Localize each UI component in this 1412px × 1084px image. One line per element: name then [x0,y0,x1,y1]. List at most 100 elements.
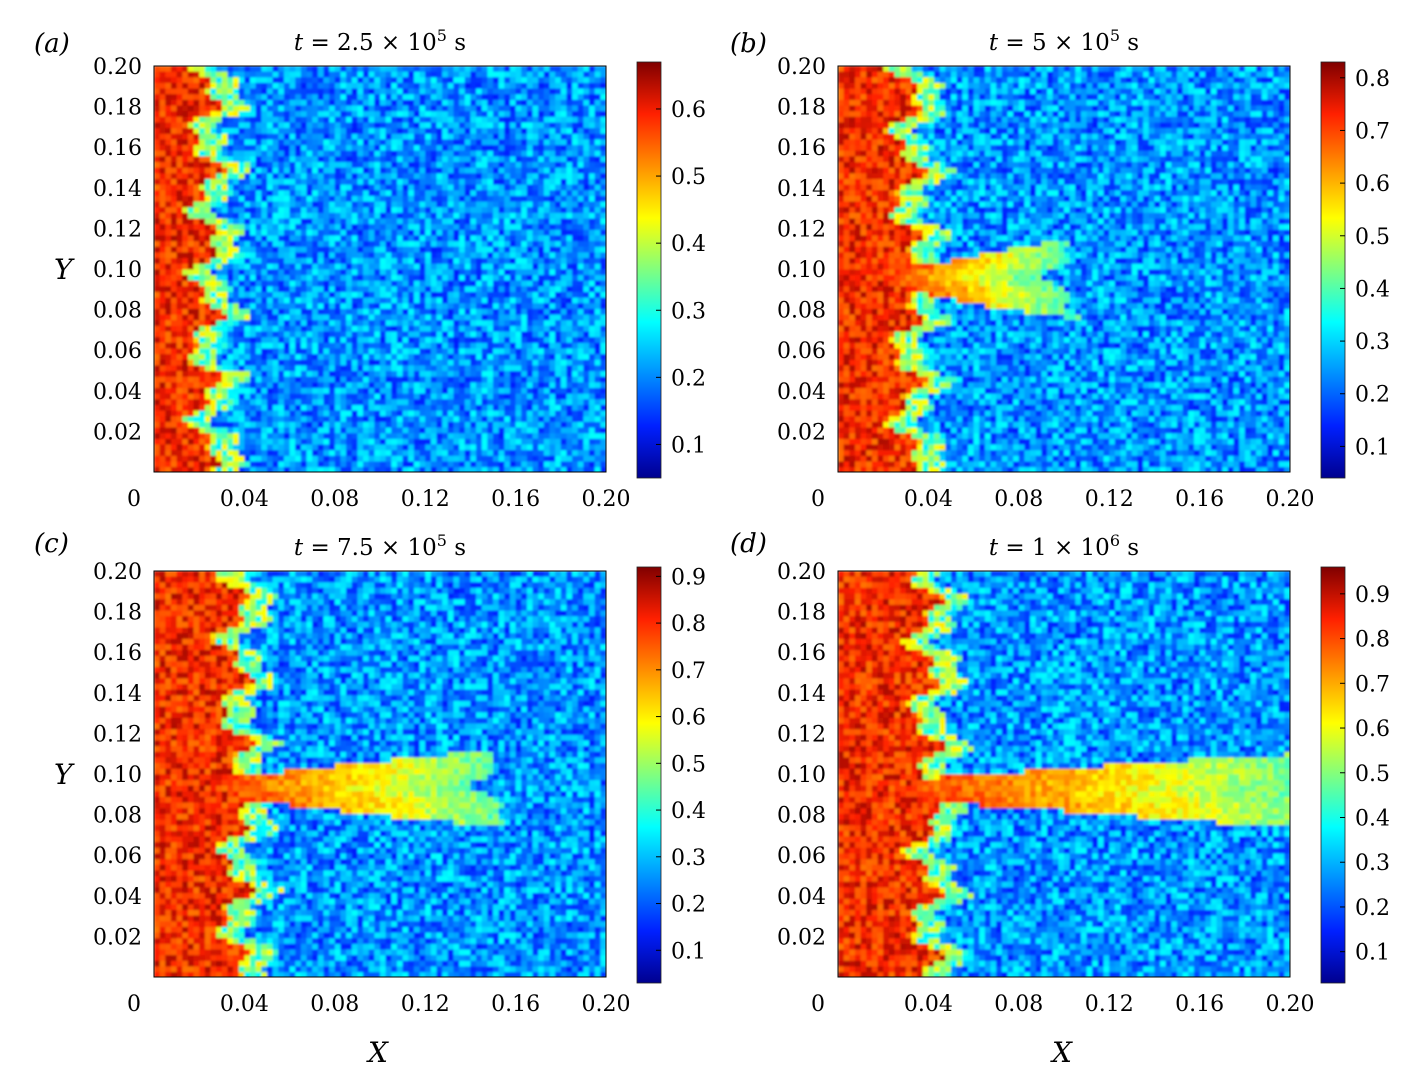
heatmap-cell [560,224,568,231]
heatmap-cell [306,235,313,242]
heatmap-cell [532,229,539,237]
heatmap-cell [464,297,471,304]
heatmap-cell [425,308,432,316]
heatmap-cell [549,263,556,270]
heatmap-cell [419,348,426,355]
heatmap-cell [221,162,229,169]
heatmap-cell [357,303,364,310]
heatmap-cell [498,342,505,350]
heatmap-cell [470,320,477,327]
heatmap-cell [430,371,438,378]
heatmap-cell [583,241,590,248]
heatmap-cell [425,393,432,400]
heatmap-cell [521,325,528,333]
heatmap-cell [289,393,296,400]
heatmap-cell [368,167,375,174]
heatmap-cell [210,241,217,248]
heatmap-cell [560,314,568,321]
heatmap-cell [187,235,195,242]
heatmap-cell [442,354,449,361]
heatmap-cell [425,371,432,378]
heatmap-cell [583,303,590,310]
heatmap-cell [493,399,500,406]
heatmap-cell [216,162,223,169]
heatmap-cell [334,179,342,186]
heatmap-cell [481,116,488,124]
heatmap-cell [464,162,471,169]
heatmap-cell [470,258,477,265]
heatmap-cell [289,150,296,157]
heatmap-cell [436,162,443,169]
heatmap-cell [233,212,240,220]
heatmap-cell [312,133,319,141]
heatmap-cell [170,128,178,135]
heatmap-cell [447,201,455,208]
heatmap-cell [413,82,421,90]
heatmap-cell [436,399,443,406]
heatmap-cell [227,308,234,316]
heatmap-cell [419,139,426,146]
heatmap-cell [402,399,409,406]
heatmap-cell [199,303,206,310]
heatmap-cell [295,77,302,84]
heatmap-cell [526,88,534,95]
heatmap-cell [329,116,336,124]
heatmap-cell [368,218,375,225]
heatmap-cell [555,303,562,310]
heatmap-cell [272,348,279,355]
heatmap-cell [374,99,381,107]
heatmap-cell [408,365,415,372]
heatmap-cell [187,212,195,220]
heatmap-cell [385,410,392,417]
heatmap-cell [357,314,364,321]
heatmap-cell [459,308,466,316]
heatmap-cell [204,246,212,254]
heatmap-cell [436,212,443,220]
heatmap-cell [419,128,426,135]
heatmap-cell [447,258,455,265]
heatmap-cell [459,229,466,237]
heatmap-cell [408,275,415,282]
heatmap-cell [250,128,257,135]
heatmap-cell [363,77,370,84]
heatmap-cell [204,337,212,344]
heatmap-cell [476,337,483,344]
heatmap-cell [312,167,319,174]
heatmap-cell [566,258,573,265]
heatmap-cell [487,325,494,333]
heatmap-cell [283,365,291,372]
heatmap-cell [295,331,302,338]
heatmap-cell [272,359,279,367]
heatmap-cell [193,133,200,141]
heatmap-cell [267,393,274,400]
heatmap-cell [430,241,438,248]
heatmap-cell [199,235,206,242]
heatmap-cell [583,269,590,276]
heatmap-cell [526,162,534,169]
heatmap-cell [425,382,432,389]
heatmap-cell [504,325,511,333]
heatmap-cell [396,286,404,293]
heatmap-cell [278,416,285,423]
heatmap-cell [227,241,234,248]
heatmap-cell [408,308,415,316]
heatmap-cell [351,354,358,361]
heatmap-cell [380,71,387,78]
heatmap-cell [509,297,517,304]
heatmap-cell [442,173,449,180]
heatmap-cell [154,246,161,254]
heatmap-cell [283,292,291,299]
heatmap-cell [300,376,308,383]
heatmap-cell [187,393,195,400]
heatmap-cell [199,201,206,208]
heatmap-cell [283,229,291,237]
heatmap-cell [306,325,313,333]
heatmap-cell [380,405,387,412]
heatmap-cell [442,308,449,316]
heatmap-cell [521,399,528,406]
heatmap-cell [289,116,296,124]
heatmap-cell [216,354,223,361]
heatmap-cell [543,190,551,197]
heatmap-cell [199,184,206,191]
heatmap-cell [538,252,545,259]
